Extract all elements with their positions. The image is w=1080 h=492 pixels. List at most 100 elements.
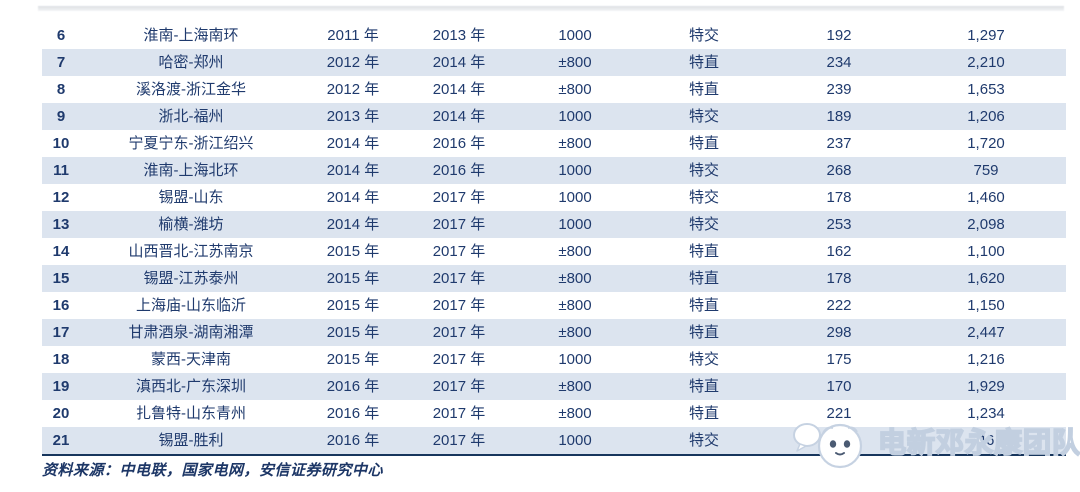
cell-value-2: 1,150: [967, 297, 1005, 314]
table-row: 16 上海庙-山东临沂 2015 年 2017 年 ±800 特直 222 1,…: [42, 292, 1066, 319]
table-row: 8 溪洛渡-浙江金华 2012 年 2014 年 ±800 特直 239 1,6…: [42, 76, 1066, 103]
cropped-row-remnant: [38, 6, 1064, 11]
cell-line-type: 特交: [688, 216, 719, 233]
cell-line-name: 锡盟-山东: [158, 189, 224, 206]
cell-value-1: 234: [826, 54, 852, 71]
cell-start-year: 2016 年: [326, 432, 380, 449]
cell-row-number: 16: [52, 297, 70, 314]
table-row: 10 宁夏宁东-浙江绍兴 2014 年 2016 年 ±800 特直 237 1…: [42, 130, 1066, 157]
cell-line-type: 特直: [688, 405, 719, 422]
cell-line-name: 锡盟-江苏泰州: [143, 270, 239, 287]
table-row: 15 锡盟-江苏泰州 2015 年 2017 年 ±800 特直 178 1,6…: [42, 265, 1066, 292]
cell-row-number: 14: [52, 243, 70, 260]
table-row: 20 扎鲁特-山东青州 2016 年 2017 年 ±800 特直 221 1,…: [42, 400, 1066, 427]
cell-row-number: 17: [52, 324, 70, 341]
table-row: 19 滇西北-广东深圳 2016 年 2017 年 ±800 特直 170 1,…: [42, 373, 1066, 400]
cell-row-number: 11: [53, 162, 69, 179]
cell-end-year: 2017 年: [432, 405, 486, 422]
cell-line-name: 宁夏宁东-浙江绍兴: [128, 135, 254, 152]
cell-end-year: 2017 年: [432, 324, 486, 341]
cell-start-year: 2015 年: [326, 324, 380, 341]
cell-line-name: 淮南-上海南环: [143, 27, 239, 44]
table-body: 6 淮南-上海南环 2011 年 2013 年 1000 特交 192 1,29…: [42, 22, 1066, 455]
table-row: 17 甘肃酒泉-湖南湘潭 2015 年 2017 年 ±800 特直 298 2…: [42, 319, 1066, 346]
cell-line-name: 榆横-潍坊: [158, 216, 224, 233]
cell-value-2: 2,210: [967, 54, 1005, 71]
cell-end-year: 2017 年: [432, 270, 486, 287]
cell-value-1: 298: [826, 324, 852, 341]
cell-row-number: 12: [52, 189, 70, 206]
cell-value-1: 178: [826, 270, 852, 287]
cell-end-year: 2014 年: [432, 81, 486, 98]
cell-end-year: 2017 年: [432, 243, 486, 260]
cell-line-type: 特直: [688, 324, 719, 341]
cell-value-1: 222: [826, 297, 852, 314]
cell-value-2: 2,098: [967, 216, 1005, 233]
uhv-lines-table: 6 淮南-上海南环 2011 年 2013 年 1000 特交 192 1,29…: [42, 22, 1066, 456]
cell-end-year: 2017 年: [432, 189, 486, 206]
table-row: 9 浙北-福州 2013 年 2014 年 1000 特交 189 1,206: [42, 103, 1066, 130]
cell-row-number: 19: [52, 378, 70, 395]
cell-start-year: 2015 年: [326, 351, 380, 368]
cell-line-type: 特交: [688, 432, 719, 449]
table-row: 14 山西晋北-江苏南京 2015 年 2017 年 ±800 特直 162 1…: [42, 238, 1066, 265]
cell-value-2: 1,653: [967, 81, 1005, 98]
cell-end-year: 2017 年: [432, 351, 486, 368]
cell-voltage-kv: ±800: [558, 378, 592, 395]
cell-start-year: 2014 年: [326, 162, 380, 179]
cell-line-name: 淮南-上海北环: [143, 162, 239, 179]
cell-start-year: 2015 年: [326, 270, 380, 287]
cell-row-number: 9: [56, 108, 66, 125]
table-row: 6 淮南-上海南环 2011 年 2013 年 1000 特交 192 1,29…: [42, 22, 1066, 49]
cell-line-name: 山西晋北-江苏南京: [128, 243, 254, 260]
cell-line-name: 扎鲁特-山东青州: [136, 405, 246, 422]
cell-line-name: 浙北-福州: [158, 108, 224, 125]
cell-line-type: 特直: [688, 135, 719, 152]
table-row: 11 淮南-上海北环 2014 年 2016 年 1000 特交 268 759: [42, 157, 1066, 184]
cell-line-name: 甘肃酒泉-湖南湘潭: [128, 324, 254, 341]
cell-line-name: 蒙西-天津南: [151, 351, 231, 368]
cell-start-year: 2014 年: [326, 189, 380, 206]
cell-end-year: 2017 年: [432, 216, 486, 233]
cell-start-year: 2013 年: [326, 108, 380, 125]
cell-voltage-kv: 1000: [558, 27, 592, 44]
cell-value-1: 175: [826, 351, 852, 368]
cell-value-2: 1,234: [967, 405, 1005, 422]
cell-start-year: 2015 年: [326, 297, 380, 314]
cell-voltage-kv: 1000: [558, 189, 592, 206]
cell-voltage-kv: ±800: [558, 54, 592, 71]
cell-start-year: 2016 年: [326, 378, 380, 395]
cell-start-year: 2015 年: [326, 243, 380, 260]
cell-value-1: 189: [826, 108, 852, 125]
cell-line-type: 特交: [688, 162, 719, 179]
table-row: 7 哈密-郑州 2012 年 2014 年 ±800 特直 234 2,210: [42, 49, 1066, 76]
cell-value-2: 1,620: [967, 270, 1005, 287]
cell-start-year: 2016 年: [326, 405, 380, 422]
cell-end-year: 2014 年: [432, 54, 486, 71]
cell-value-1: 253: [826, 216, 852, 233]
cell-voltage-kv: 1000: [558, 351, 592, 368]
cell-line-name: 滇西北-广东深圳: [136, 378, 246, 395]
cell-value-1: 268: [826, 162, 852, 179]
cell-start-year: 2014 年: [326, 216, 380, 233]
cell-end-year: 2016 年: [432, 135, 486, 152]
cell-end-year: 2017 年: [432, 297, 486, 314]
cell-line-name: 锡盟-胜利: [158, 432, 224, 449]
cell-line-name: 上海庙-山东临沂: [136, 297, 246, 314]
cell-row-number: 7: [56, 54, 66, 71]
cell-row-number: 13: [52, 216, 70, 233]
cell-value-2: 1,929: [967, 378, 1005, 395]
cell-start-year: 2012 年: [326, 81, 380, 98]
cell-voltage-kv: 1000: [558, 108, 592, 125]
cell-value-2: 46: [977, 432, 995, 449]
cell-value-2: 759: [973, 162, 999, 179]
cell-voltage-kv: 1000: [558, 162, 592, 179]
cell-value-1: [772, 427, 906, 455]
cell-value-1: 178: [826, 189, 852, 206]
cell-row-number: 8: [56, 81, 66, 98]
source-note: 资料来源：中电联，国家电网，安信证券研究中心: [42, 463, 384, 479]
cell-value-1: 162: [826, 243, 852, 260]
cell-voltage-kv: ±800: [558, 81, 592, 98]
cell-line-type: 特直: [688, 54, 719, 71]
